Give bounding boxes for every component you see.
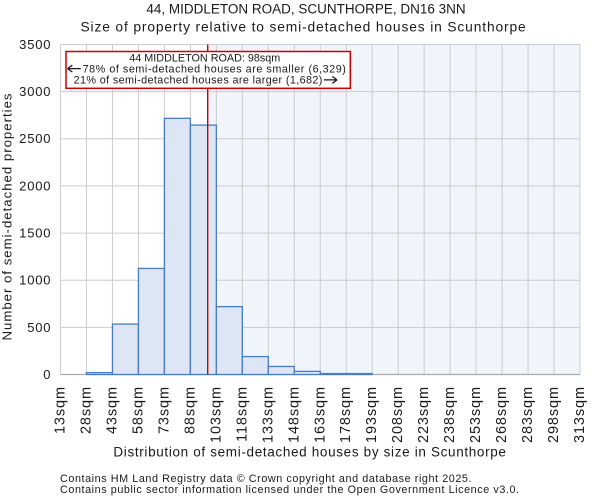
svg-text:253sqm: 253sqm	[468, 386, 484, 443]
svg-text:500: 500	[27, 320, 51, 335]
svg-text:78% of semi-detached houses ar: 78% of semi-detached houses are smaller …	[83, 63, 347, 75]
svg-text:2000: 2000	[19, 178, 51, 193]
svg-text:268sqm: 268sqm	[494, 386, 510, 443]
svg-text:Size of property relative to s: Size of property relative to semi-detach…	[80, 19, 526, 34]
svg-text:148sqm: 148sqm	[286, 386, 302, 443]
svg-text:193sqm: 193sqm	[364, 386, 380, 443]
svg-text:313sqm: 313sqm	[572, 386, 588, 443]
svg-text:1000: 1000	[19, 273, 51, 288]
svg-text:58sqm: 58sqm	[130, 386, 146, 434]
svg-text:133sqm: 133sqm	[260, 386, 276, 443]
svg-text:44 MIDDLETON ROAD: 98sqm: 44 MIDDLETON ROAD: 98sqm	[129, 52, 280, 64]
svg-text:Contains HM Land Registry data: Contains HM Land Registry data © Crown c…	[60, 473, 472, 485]
svg-text:43sqm: 43sqm	[105, 386, 121, 434]
svg-text:3500: 3500	[19, 37, 51, 52]
svg-text:Number of semi-detached proper: Number of semi-detached properties	[0, 92, 15, 340]
svg-text:28sqm: 28sqm	[79, 386, 95, 434]
svg-text:223sqm: 223sqm	[416, 386, 432, 443]
svg-text:298sqm: 298sqm	[546, 386, 562, 443]
svg-text:Distribution of semi-detached: Distribution of semi-detached houses by …	[113, 445, 506, 460]
svg-text:238sqm: 238sqm	[442, 386, 458, 443]
svg-text:13sqm: 13sqm	[53, 386, 69, 434]
svg-text:118sqm: 118sqm	[234, 386, 250, 442]
svg-text:88sqm: 88sqm	[182, 386, 198, 434]
svg-text:283sqm: 283sqm	[520, 386, 536, 443]
svg-text:21% of semi-detached houses ar: 21% of semi-detached houses are larger (…	[74, 75, 323, 87]
svg-text:208sqm: 208sqm	[390, 386, 406, 443]
svg-text:103sqm: 103sqm	[208, 386, 224, 443]
svg-text:2500: 2500	[19, 131, 51, 146]
svg-text:0: 0	[43, 367, 51, 382]
svg-text:3000: 3000	[19, 84, 51, 99]
svg-text:73sqm: 73sqm	[156, 386, 172, 434]
svg-text:1500: 1500	[19, 226, 51, 241]
svg-text:178sqm: 178sqm	[338, 386, 354, 443]
svg-text:44, MIDDLETON ROAD, SCUNTHORPE: 44, MIDDLETON ROAD, SCUNTHORPE, DN16 3NN	[146, 2, 465, 17]
svg-text:163sqm: 163sqm	[312, 386, 328, 443]
svg-text:Contains public sector informa: Contains public sector information licen…	[60, 484, 520, 496]
